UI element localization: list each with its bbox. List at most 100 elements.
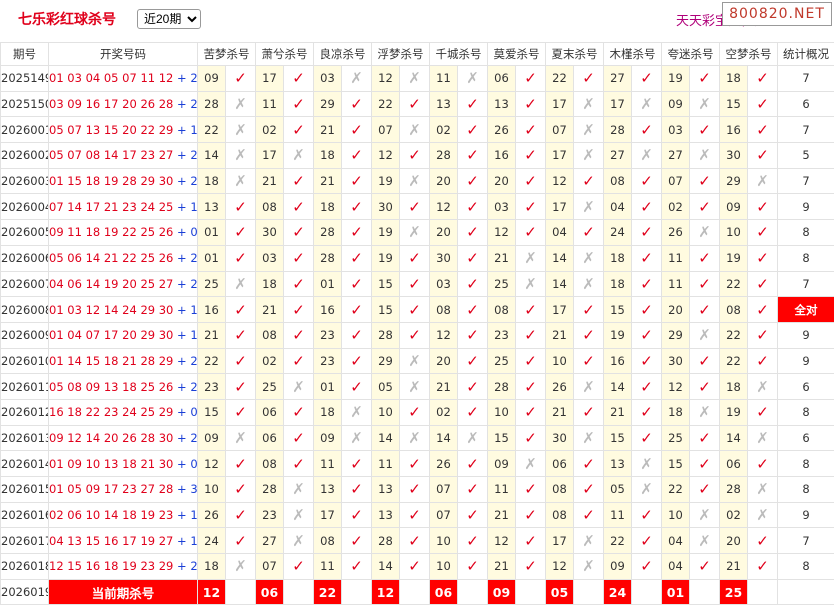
blue-number: + 22 bbox=[177, 174, 198, 189]
kill-result: ✗ bbox=[573, 553, 604, 580]
kill-result: ✓ bbox=[457, 244, 488, 272]
kill-result: ✗ bbox=[573, 373, 604, 400]
kill-result: ✓ bbox=[631, 116, 662, 144]
stat: 7 bbox=[777, 270, 834, 298]
period: 2026005 bbox=[0, 219, 49, 246]
kill-number: 22 bbox=[197, 116, 226, 144]
column-header: 夸迷杀号 bbox=[661, 42, 720, 66]
kill-result: ✓ bbox=[573, 347, 604, 375]
kill-number: 16 bbox=[719, 116, 748, 144]
kill-number: 13 bbox=[429, 90, 458, 118]
kill-table: 期号 开奖号码 苦梦杀号 萧兮杀号 良凉杀号 浮梦杀号 千城杀号 莫爱杀号 夏末杀号 木槿杀号 夸迷… bbox=[0, 42, 834, 606]
kill-result: ✓ bbox=[573, 296, 604, 323]
kill-number: 19 bbox=[603, 321, 632, 349]
kill-number: 04 bbox=[661, 527, 690, 555]
kill-result: ✓ bbox=[515, 65, 546, 92]
column-header: 空梦杀号 bbox=[719, 42, 778, 66]
kill-result: ✓ bbox=[515, 321, 546, 349]
stat: 8 bbox=[777, 219, 834, 246]
kill-number: 23 bbox=[313, 321, 342, 349]
kill-result: ✓ bbox=[689, 373, 720, 400]
kill-number: 22 bbox=[661, 476, 690, 503]
kill-result: ✗ bbox=[573, 244, 604, 272]
kill-number: 20 bbox=[719, 527, 748, 555]
kill-result: ✓ bbox=[747, 270, 778, 298]
kill-number: 21 bbox=[719, 553, 748, 580]
stat: 7 bbox=[777, 167, 834, 195]
draw-numbers: 05 07 13 15 20 22 29 + 11 bbox=[48, 116, 198, 144]
kill-result: ✗ bbox=[515, 270, 546, 298]
kill-number: 26 bbox=[197, 501, 226, 529]
kill-number: 30 bbox=[255, 219, 284, 246]
kill-number: 15 bbox=[371, 270, 400, 298]
kill-result: ✓ bbox=[631, 398, 662, 426]
kill-result: ✓ bbox=[457, 142, 488, 169]
kill-number: 13 bbox=[487, 90, 516, 118]
kill-result: ✗ bbox=[689, 219, 720, 246]
kill-result: ✗ bbox=[341, 424, 372, 452]
kill-result: ✗ bbox=[747, 373, 778, 400]
kill-number: 12 bbox=[197, 450, 226, 477]
kill-result: ✓ bbox=[283, 270, 314, 298]
kill-number: 21 bbox=[603, 398, 632, 426]
kill-result: ✓ bbox=[341, 450, 372, 477]
current-kill-number: 09 bbox=[487, 578, 516, 606]
kill-number: 12 bbox=[545, 553, 574, 580]
red-numbers: 05 08 09 13 18 25 26 bbox=[49, 379, 174, 394]
red-numbers: 03 09 16 17 20 26 28 bbox=[49, 97, 174, 112]
blue-number: + 24 bbox=[177, 353, 198, 368]
kill-number: 22 bbox=[197, 347, 226, 375]
column-header: 萧兮杀号 bbox=[255, 42, 314, 66]
header: 七乐彩红球杀号 近20期 天天彩宝贝，走 800820.NET bbox=[0, 0, 834, 42]
kill-number: 07 bbox=[429, 476, 458, 503]
kill-result: ✗ bbox=[225, 424, 256, 452]
kill-number: 29 bbox=[313, 90, 342, 118]
kill-number: 09 bbox=[487, 450, 516, 477]
stat: 8 bbox=[777, 398, 834, 426]
kill-result: ✓ bbox=[225, 450, 256, 477]
draw-numbers: 12 15 16 18 19 23 29 + 28 bbox=[48, 553, 198, 580]
column-header: 统计概况 bbox=[777, 42, 834, 66]
kill-number: 08 bbox=[255, 193, 284, 221]
kill-result: ✓ bbox=[341, 373, 372, 400]
kill-result: ✗ bbox=[399, 373, 430, 400]
kill-number: 11 bbox=[371, 450, 400, 477]
kill-result: ✓ bbox=[283, 65, 314, 92]
kill-number: 25 bbox=[487, 347, 516, 375]
kill-result: ✗ bbox=[399, 65, 430, 92]
kill-number: 21 bbox=[545, 398, 574, 426]
kill-result: ✓ bbox=[573, 321, 604, 349]
kill-result: ✓ bbox=[225, 347, 256, 375]
red-numbers: 01 04 07 17 20 29 30 bbox=[49, 328, 174, 343]
blue-number: + 28 bbox=[177, 276, 198, 291]
kill-number: 04 bbox=[661, 553, 690, 580]
kill-result: ✗ bbox=[283, 501, 314, 529]
blue-number: + 16 bbox=[177, 533, 198, 548]
kill-result: ✓ bbox=[689, 244, 720, 272]
kill-number: 12 bbox=[429, 321, 458, 349]
kill-result: ✓ bbox=[225, 321, 256, 349]
period-select[interactable]: 近20期 bbox=[137, 9, 201, 29]
kill-result: ✓ bbox=[283, 90, 314, 118]
kill-number: 15 bbox=[197, 398, 226, 426]
kill-result: ✓ bbox=[225, 219, 256, 246]
blue-number: + 27 bbox=[177, 430, 198, 445]
current-row: 2026019 当前期杀号 12 06 22 12 06 09 05 24 01 25 bbox=[0, 578, 834, 606]
period: 2026002 bbox=[0, 142, 49, 169]
kill-number: 01 bbox=[197, 244, 226, 272]
current-kill-number: 12 bbox=[371, 578, 400, 606]
kill-number: 28 bbox=[719, 476, 748, 503]
kill-result: ✓ bbox=[399, 527, 430, 555]
blue-number: + 11 bbox=[177, 508, 198, 523]
kill-result: ✓ bbox=[747, 65, 778, 92]
kill-number: 02 bbox=[429, 398, 458, 426]
kill-number: 19 bbox=[371, 244, 400, 272]
kill-result: ✓ bbox=[631, 167, 662, 195]
kill-number: 22 bbox=[545, 65, 574, 92]
kill-result: ✓ bbox=[631, 219, 662, 246]
kill-result: ✓ bbox=[399, 270, 430, 298]
